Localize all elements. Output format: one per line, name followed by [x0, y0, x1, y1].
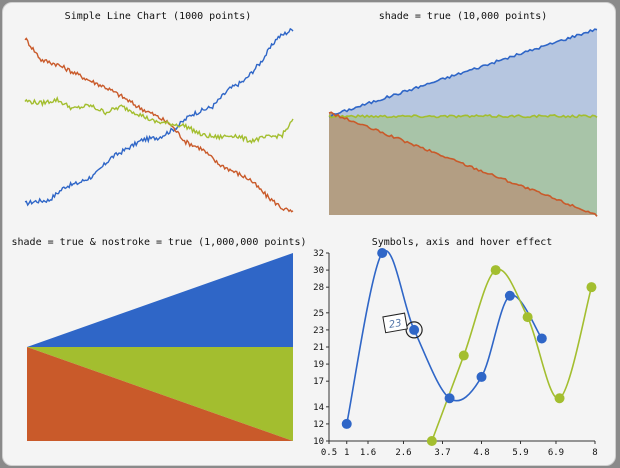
- chart4-point-blue: [409, 324, 420, 335]
- y-tick-label: 28: [313, 283, 324, 293]
- x-tick-label: 5.9: [512, 448, 528, 458]
- y-tick-label: 21: [313, 343, 324, 353]
- chart4-point-blue: [377, 248, 388, 258]
- x-tick-label: 1: [344, 448, 349, 458]
- chart4-line-blue: [345, 249, 543, 425]
- chart1-series-blue: [24, 27, 294, 207]
- hover-ring: [405, 321, 423, 339]
- chart4-point-green: [522, 312, 533, 323]
- x-tick-label: 0.5: [321, 448, 337, 458]
- chart3-area-orange: [27, 347, 293, 441]
- y-tick-label: 10: [313, 437, 324, 447]
- y-tick-label: 32: [313, 249, 324, 259]
- chart3-title: shade = true & nostroke = true (1,000,00…: [11, 237, 307, 248]
- charts-canvas: 10 12 14 17 19 21 23 25 28 30 32 0.5 1 1.6 2.6 3.7 4.8 5.…: [24, 27, 598, 458]
- x-tick-label: 2.6: [395, 448, 411, 458]
- chart1-series-green: [24, 95, 294, 145]
- y-tick-label: 14: [313, 403, 324, 413]
- x-tick-label: 6.9: [548, 448, 564, 458]
- chart3-area-blue: [27, 253, 293, 347]
- y-tick-label: 17: [313, 377, 324, 387]
- chart4-title: Symbols, axis and hover effect: [371, 237, 553, 248]
- x-tick-label: 3.7: [434, 448, 450, 458]
- chart4-line-green: [431, 268, 593, 442]
- chart4-point-green: [554, 393, 565, 404]
- chart2-line-orange: [328, 111, 598, 217]
- chart4-point-blue: [536, 333, 547, 344]
- chart2-line-green: [328, 113, 598, 119]
- y-tick-label: 12: [313, 420, 324, 430]
- y-tick-label: 19: [313, 360, 324, 370]
- chart4-point-green: [426, 436, 437, 446]
- hover-tooltip-box: [382, 312, 408, 334]
- chart4-point-blue: [476, 371, 487, 382]
- x-tick-label: 4.8: [473, 448, 489, 458]
- chart1-series-orange: [24, 37, 294, 213]
- chart4-point-blue: [444, 393, 455, 404]
- x-tick-label: 1.6: [360, 448, 376, 458]
- chart2-title: shade = true (10,000 points): [378, 11, 548, 22]
- chart4-point-green: [586, 282, 597, 293]
- y-tick-label: 25: [313, 309, 324, 319]
- chart2-line-blue: [328, 28, 598, 118]
- hover-tooltip-label: 23: [388, 318, 402, 331]
- y-tick-label: 30: [313, 266, 324, 276]
- chart4-point-blue: [341, 418, 352, 429]
- chart4-point-green: [490, 265, 501, 276]
- chart1-title: Simple Line Chart (1000 points): [64, 11, 252, 22]
- x-tick-label: 8: [592, 448, 597, 458]
- chart4-point-green: [458, 350, 469, 361]
- chart4-point-blue: [504, 290, 515, 301]
- y-tick-label: 23: [313, 326, 324, 336]
